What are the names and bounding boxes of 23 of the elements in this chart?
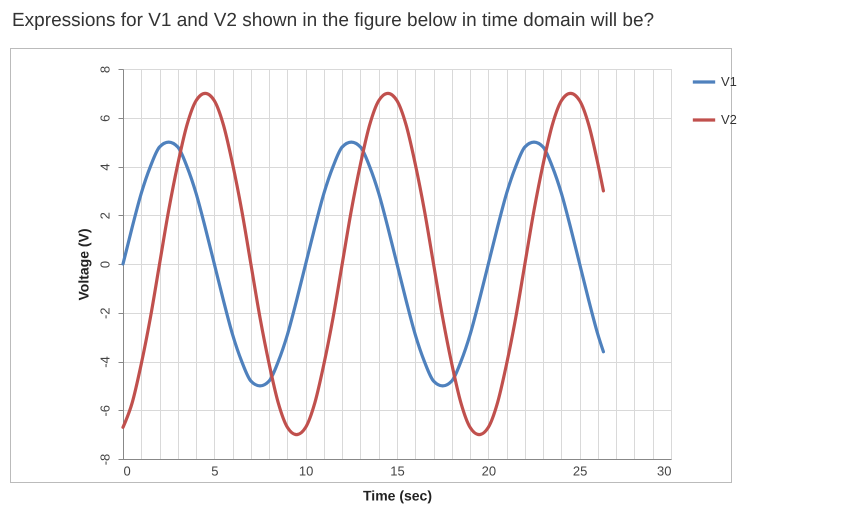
y-tick-label: 2	[98, 212, 112, 220]
y-tick-label: -4	[98, 356, 112, 368]
y-tick-label: 6	[98, 114, 112, 122]
x-tick-label: 20	[482, 464, 496, 478]
line-series	[121, 92, 606, 436]
y-axis-title: Voltage (V)	[76, 228, 92, 301]
x-tick-label: 30	[657, 464, 672, 478]
y-tick-label: 4	[98, 163, 112, 171]
y-tick-label: -8	[98, 454, 112, 466]
legend-label: V2	[721, 112, 737, 127]
y-tick-label: 0	[98, 260, 112, 268]
y-tick-label: 8	[98, 66, 112, 74]
legend-label: V1	[721, 74, 737, 89]
x-axis-title: Time (sec)	[363, 488, 432, 504]
chart-title: Expressions for V1 and V2 shown in the figure below in time domain will be?	[12, 10, 654, 32]
y-tick-label: -6	[98, 404, 112, 417]
x-tick-label: 25	[572, 464, 588, 478]
x-tick-label: 0	[124, 464, 131, 478]
y-tick-label: -2	[98, 307, 112, 320]
x-tick-label: 5	[211, 464, 218, 478]
x-tick-label: 10	[298, 464, 314, 478]
x-tick-label: 15	[390, 464, 405, 478]
line-series	[121, 140, 606, 388]
